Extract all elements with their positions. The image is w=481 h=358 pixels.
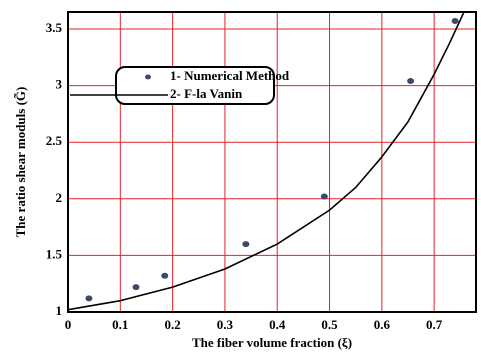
y-tick-label: 1.5: [46, 246, 63, 261]
point: [242, 241, 250, 248]
point: [85, 295, 93, 302]
x-tick-label: 0.7: [426, 317, 443, 332]
y-axis-label: The ratio shear moduls (G̃): [13, 87, 28, 238]
x-tick-label: 0.6: [374, 317, 391, 332]
y-tick-label: 3.5: [46, 20, 63, 35]
x-tick-label: 0.1: [112, 317, 128, 332]
plot-area: [68, 12, 476, 312]
point: [161, 272, 169, 279]
legend-label: 1- Numerical Method: [170, 68, 290, 83]
line: [68, 12, 465, 311]
x-tick-label: 0: [65, 317, 72, 332]
point: [320, 193, 328, 200]
x-tick-label: 0.2: [164, 317, 180, 332]
x-tick-label: 0.5: [321, 317, 338, 332]
y-tick-label: 2.5: [46, 133, 63, 148]
x-tick-label: 0.3: [217, 317, 234, 332]
x-tick-label: 0.4: [269, 317, 286, 332]
y-tick-label: 1: [56, 303, 63, 318]
legend-label: 2- F-la Vanin: [170, 86, 243, 101]
legend-marker: [145, 74, 151, 80]
point: [407, 78, 415, 85]
y-tick-label: 3: [56, 77, 63, 92]
y-tick-label: 2: [56, 190, 63, 205]
point: [132, 284, 140, 291]
point: [451, 18, 459, 25]
plot-border: [67, 11, 477, 313]
x-axis-label: The fiber volume fraction (ξ): [192, 335, 352, 350]
